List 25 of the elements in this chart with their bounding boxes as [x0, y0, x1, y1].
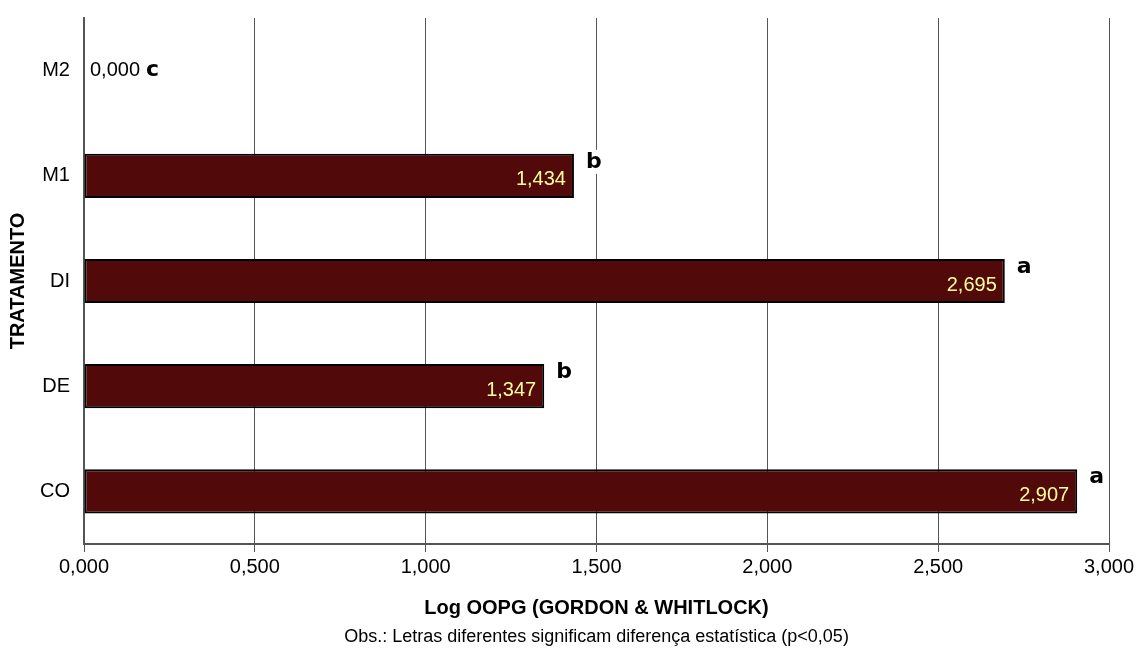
annotation: b: [585, 147, 602, 173]
x-tick-label: 2,500: [913, 554, 964, 577]
data-label: 2,907: [1019, 482, 1070, 505]
text: Obs.: Letras diferentes significam diferença estatística (p<0,05): [344, 625, 849, 646]
x-tick-label: 3,000: [1083, 554, 1135, 577]
data-label: 2,695: [946, 272, 997, 295]
annotation: a: [1016, 252, 1032, 278]
x-tick-label: 1,500: [571, 554, 622, 577]
x-tick-label: 1,000: [400, 554, 451, 577]
y-tick-label: CO: [40, 478, 70, 501]
x-tick-label: 0,500: [229, 554, 280, 577]
x-tick-label: 0,000: [58, 554, 110, 577]
x-axis-title: Log OOPG (GORDON & WHITLOCK): [424, 595, 769, 618]
annotation: c: [146, 56, 160, 82]
annotation: a: [1089, 463, 1105, 489]
data-label: 1,434: [515, 167, 566, 190]
y-tick-label: M1: [42, 163, 70, 186]
y-axis-title: TRATAMENTO: [5, 212, 28, 350]
data-label: 0,000: [90, 58, 141, 81]
y-tick-label: M2: [42, 58, 70, 81]
y-tick-label: DE: [42, 373, 70, 396]
y-tick-label: DI: [50, 268, 70, 291]
data-label: 1,347: [486, 377, 537, 400]
annotation: b: [556, 357, 572, 383]
x-tick-label: 2,000: [742, 554, 793, 577]
